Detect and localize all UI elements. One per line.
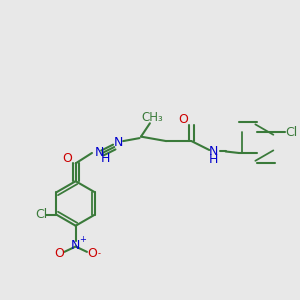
Text: N: N <box>95 146 104 160</box>
Text: O: O <box>54 248 64 260</box>
Text: N: N <box>209 145 218 158</box>
Text: N: N <box>114 136 123 149</box>
Text: Cl: Cl <box>286 126 298 139</box>
Text: H: H <box>101 152 110 165</box>
Text: H: H <box>209 153 218 166</box>
Text: -: - <box>98 250 101 259</box>
Text: O: O <box>62 152 72 164</box>
Text: Cl: Cl <box>35 208 48 221</box>
Text: O: O <box>178 113 188 126</box>
Text: O: O <box>87 248 97 260</box>
Text: CH₃: CH₃ <box>141 111 163 124</box>
Text: N: N <box>71 238 80 251</box>
Text: +: + <box>79 236 86 244</box>
